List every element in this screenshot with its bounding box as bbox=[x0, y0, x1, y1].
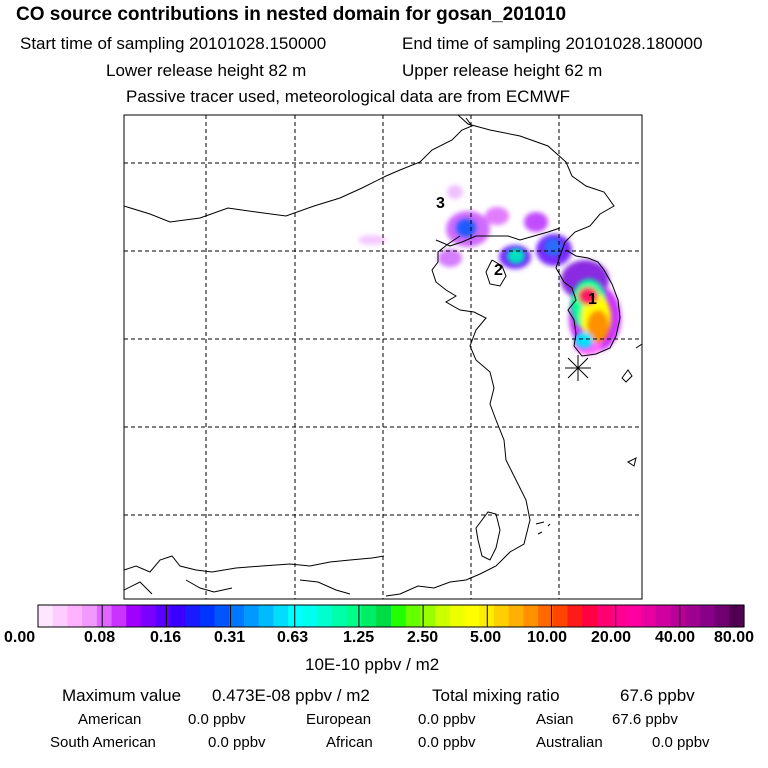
colorbar-tick: 1.25 bbox=[343, 629, 375, 646]
colorbar-swatch bbox=[346, 605, 363, 627]
colorbar-swatch bbox=[420, 605, 436, 627]
colorbar-tick: 0.16 bbox=[150, 629, 182, 646]
max-value: 0.473E-08 ppbv / m2 bbox=[212, 686, 370, 705]
start-time-label: Start time of sampling 20101028.150000 bbox=[20, 34, 327, 53]
colorbar-swatch bbox=[214, 605, 230, 627]
region-name: Australian bbox=[536, 734, 603, 751]
region-name: Asian bbox=[536, 711, 574, 728]
region-name: American bbox=[78, 711, 142, 728]
colorbar-swatch bbox=[126, 605, 142, 627]
colorbar-swatch bbox=[170, 605, 186, 627]
colorbar-tick: 5.00 bbox=[470, 629, 502, 646]
colorbar-tick: 2.50 bbox=[407, 629, 439, 646]
region-value: 0.0 ppbv bbox=[418, 734, 476, 751]
colorbar bbox=[37, 604, 745, 628]
colorbar-swatch bbox=[685, 605, 701, 627]
region-value: 67.6 ppbv bbox=[612, 711, 678, 728]
colorbar-swatch bbox=[493, 605, 510, 627]
colorbar-swatch bbox=[317, 605, 333, 627]
colorbar-swatch bbox=[626, 605, 642, 627]
region-name: African bbox=[326, 734, 373, 751]
plume-core bbox=[456, 219, 611, 348]
region-value: 0.0 ppbv bbox=[188, 711, 246, 728]
colorbar-frame bbox=[37, 604, 745, 628]
colorbar-unit: 10E-10 ppbv / m2 bbox=[305, 655, 440, 674]
colorbar-tick: 40.00 bbox=[655, 629, 696, 646]
tracer-info-label: Passive tracer used, meteorological data… bbox=[126, 87, 571, 106]
region-value: 0.0 ppbv bbox=[208, 734, 266, 751]
lower-release-label: Lower release height 82 m bbox=[106, 61, 307, 80]
colorbar-swatch bbox=[111, 605, 127, 627]
colorbar-swatch bbox=[714, 605, 730, 627]
map-content: 3 2 1 bbox=[124, 115, 642, 599]
colorbar-tick: 10.00 bbox=[527, 629, 568, 646]
colorbar-swatch bbox=[670, 605, 686, 627]
colorbar-swatch bbox=[391, 605, 407, 627]
colorbar-swatch bbox=[38, 605, 54, 627]
colorbar-swatch bbox=[376, 605, 392, 627]
marker-2-label: 2 bbox=[494, 262, 503, 279]
colorbar-swatch bbox=[655, 605, 672, 627]
colorbar-swatch bbox=[641, 605, 657, 627]
end-time-label: End time of sampling 20101028.180000 bbox=[402, 34, 703, 53]
plot-title: CO source contributions in nested domain… bbox=[16, 4, 567, 25]
asterisk-icon bbox=[565, 355, 591, 381]
colorbar-swatch bbox=[273, 605, 289, 627]
colorbar-swatch bbox=[52, 605, 69, 627]
colorbar-swatch bbox=[508, 605, 524, 627]
colorbar-swatch bbox=[552, 605, 569, 627]
colorbar-swatch bbox=[332, 605, 348, 627]
colorbar-tick: 0.08 bbox=[84, 629, 116, 646]
colorbar-swatch bbox=[229, 605, 245, 627]
coastlines bbox=[124, 115, 642, 597]
colorbar-swatch bbox=[243, 605, 260, 627]
region-name: European bbox=[306, 711, 372, 728]
colorbar-swatch bbox=[567, 605, 583, 627]
colorbar-swatch bbox=[67, 605, 83, 627]
colorbar-swatch bbox=[523, 605, 539, 627]
colorbar-tick: 80.00 bbox=[714, 629, 755, 646]
map-frame bbox=[123, 114, 643, 600]
colorbar-tick: 0.00 bbox=[4, 629, 36, 646]
colorbar-swatch bbox=[699, 605, 716, 627]
colorbar-swatch bbox=[96, 605, 113, 627]
colorbar-swatch bbox=[302, 605, 319, 627]
colorbar-tick: 20.00 bbox=[591, 629, 632, 646]
colorbar-swatch bbox=[82, 605, 98, 627]
colorbar-swatch bbox=[435, 605, 451, 627]
region-name: South American bbox=[50, 734, 156, 751]
region-value: 0.0 ppbv bbox=[652, 734, 710, 751]
colorbar-swatch bbox=[155, 605, 171, 627]
concentration-plume bbox=[358, 185, 621, 355]
max-value-label: Maximum value bbox=[62, 686, 182, 705]
colorbar-swatch bbox=[464, 605, 480, 627]
colorbar-tick: 0.31 bbox=[214, 629, 246, 646]
colorbar-swatch bbox=[185, 605, 201, 627]
colorbar-swatch bbox=[449, 605, 466, 627]
upper-release-label: Upper release height 62 m bbox=[402, 61, 603, 80]
colorbar-swatch bbox=[611, 605, 627, 627]
colorbar-swatch bbox=[596, 605, 613, 627]
total-mixing-value: 67.6 ppbv bbox=[620, 686, 695, 705]
colorbar-swatch bbox=[140, 605, 157, 627]
colorbar-swatch bbox=[288, 605, 304, 627]
total-mixing-label: Total mixing ratio bbox=[432, 686, 560, 705]
marker-3-label: 3 bbox=[436, 195, 445, 212]
region-value: 0.0 ppbv bbox=[418, 711, 476, 728]
source-markers: 3 2 1 bbox=[436, 195, 597, 308]
colorbar-swatch bbox=[405, 605, 422, 627]
colorbar-swatch bbox=[258, 605, 274, 627]
colorbar-swatch bbox=[729, 605, 745, 627]
colorbar-swatch bbox=[199, 605, 216, 627]
marker-1-label: 1 bbox=[588, 291, 597, 308]
colorbar-swatch bbox=[538, 605, 554, 627]
colorbar-swatch bbox=[361, 605, 377, 627]
colorbar-tick: 0.63 bbox=[277, 629, 309, 646]
colorbar-swatch bbox=[582, 605, 598, 627]
lat-lon-grid bbox=[124, 115, 642, 599]
